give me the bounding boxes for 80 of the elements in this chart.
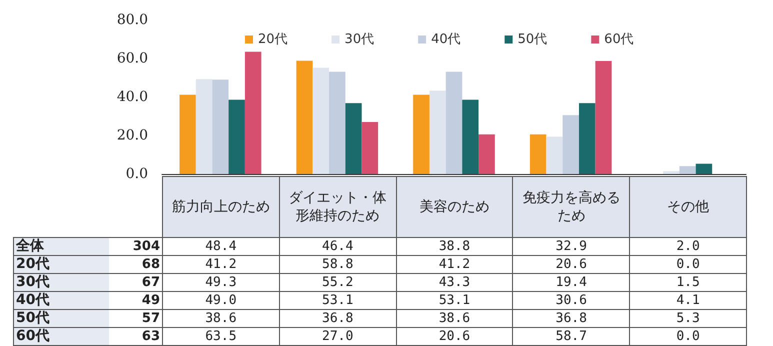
data-label: 49.0	[162, 292, 280, 310]
y-tick-label: 60.0	[116, 50, 148, 66]
legend-label: 30代	[344, 32, 374, 47]
x-tick-label: 筋力向上のため	[172, 198, 270, 216]
bar	[244, 52, 262, 174]
data-label: 38.6	[162, 310, 280, 328]
text: 46.4	[279, 238, 396, 256]
data-label: 38.6	[396, 310, 513, 328]
data-label: 49.3	[162, 274, 280, 292]
bar	[362, 122, 378, 174]
bar	[696, 164, 712, 174]
data-label: 36.8	[279, 310, 396, 328]
text: 49	[108, 292, 162, 310]
bar	[196, 79, 212, 174]
data-label: 53.1	[279, 292, 396, 310]
bar	[429, 90, 446, 174]
y-tick-label: 0.0	[126, 166, 148, 182]
bar	[413, 94, 430, 174]
bar	[462, 100, 479, 174]
bar	[312, 68, 330, 174]
text: 68	[108, 256, 162, 274]
data-label: 1.5	[630, 274, 746, 292]
legend-label: 40代	[431, 32, 461, 47]
data-label: 53.1	[396, 292, 513, 310]
text: 67	[108, 274, 162, 292]
data-label: 55.2	[279, 274, 396, 292]
legend-label: 20代	[258, 32, 288, 47]
bar	[478, 134, 495, 174]
x-tick-label: その他	[667, 198, 710, 216]
data-label: 19.4	[512, 274, 630, 292]
bar	[595, 61, 612, 174]
text: 20代	[16, 256, 50, 272]
text: 63	[108, 328, 162, 346]
bar	[578, 103, 596, 174]
data-label: 43.3	[396, 274, 513, 292]
text: 40代	[16, 292, 50, 308]
x-tick-label: 美容のため	[419, 198, 490, 216]
text: 48.4	[162, 238, 280, 256]
bar	[546, 136, 563, 174]
data-label: 36.8	[512, 310, 630, 328]
y-tick-label: 80.0	[116, 12, 148, 28]
bar	[530, 134, 546, 174]
text: 30代	[16, 274, 50, 290]
bar	[228, 100, 245, 174]
text: 57	[108, 310, 162, 328]
data-label: 27.0	[279, 328, 396, 346]
legend-label: 50代	[518, 32, 548, 47]
data-label: 20.6	[512, 256, 630, 274]
text: 38.8	[396, 238, 513, 256]
data-label: 41.2	[396, 256, 513, 274]
bar	[446, 72, 462, 174]
data-label: 0.0	[630, 256, 746, 274]
bar	[562, 115, 579, 174]
data-label: 30.6	[512, 292, 630, 310]
data-label: 58.8	[279, 256, 396, 274]
text: 50代	[16, 310, 50, 326]
text: 全体	[14, 238, 108, 256]
data-label: 20.6	[396, 328, 513, 346]
bar	[296, 60, 313, 174]
data-label: 0.0	[630, 328, 746, 346]
bar	[663, 171, 680, 174]
data-label: 4.1	[630, 292, 746, 310]
data-label: 63.5	[162, 328, 280, 346]
bar	[329, 72, 346, 174]
text: 2.0	[630, 238, 746, 256]
text: 304	[108, 238, 162, 256]
data-label: 41.2	[162, 256, 280, 274]
legend-label: 60代	[604, 32, 634, 47]
bar	[679, 166, 696, 174]
bar	[180, 94, 196, 174]
x-tick-label: ダイエット・体形維持のため	[288, 189, 388, 225]
text: 32.9	[512, 238, 630, 256]
x-tick-label: 免疫力を高めるため	[521, 189, 622, 225]
data-label: 5.3	[630, 310, 746, 328]
y-tick-label: 40.0	[116, 89, 148, 105]
bar	[212, 80, 229, 174]
data-label: 58.7	[512, 328, 630, 346]
text: 60代	[16, 328, 50, 344]
y-tick-label: 20.0	[116, 128, 148, 144]
bar	[345, 103, 362, 174]
